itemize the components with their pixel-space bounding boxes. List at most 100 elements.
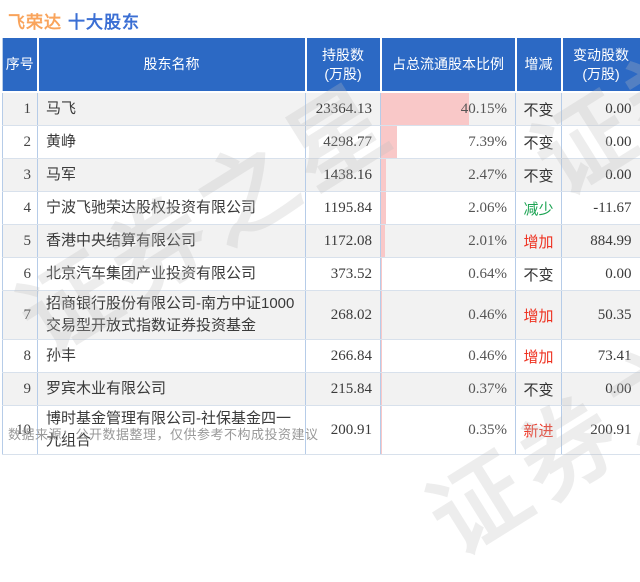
cell-change-shares: 884.99: [561, 224, 640, 258]
ratio-value: 0.46%: [468, 347, 507, 364]
cell-shares-held: 23364.13: [305, 92, 381, 126]
page-title: 飞荣达 十大股东: [8, 8, 140, 33]
cell-change-shares: 0.00: [561, 372, 640, 406]
cell-shareholder-name: 博时基金管理有限公司-社保基金四一九组合: [37, 405, 306, 455]
cell-shareholder-name: 马军: [37, 158, 306, 192]
page-title-suffix: 十大股东: [68, 13, 140, 32]
cell-change-direction: 不变: [515, 158, 562, 192]
cell-rank: 10: [2, 405, 38, 455]
table-row: 1 马飞 23364.13 40.15% 不变 0.00: [2, 92, 640, 126]
cell-shareholder-name: 香港中央结算有限公司: [37, 224, 306, 258]
table-row: 7 招商银行股份有限公司-南方中证1000交易型开放式指数证券投资基金 268.02…: [2, 290, 640, 340]
cell-change-shares: 0.00: [561, 92, 640, 126]
cell-rank: 3: [2, 158, 38, 192]
cell-shares-held: 215.84: [305, 372, 381, 406]
ratio-value: 0.46%: [468, 306, 507, 323]
table-row: 3 马军 1438.16 2.47% 不变 0.00: [2, 158, 640, 192]
table-row: 2 黄峥 4298.77 7.39% 不变 0.00: [2, 125, 640, 159]
cell-change-shares: -11.67: [561, 191, 640, 225]
ratio-bar: [381, 340, 382, 372]
shareholder-table: 序号 股东名称 持股数 (万股) 占总流通股本比例 增减 变动股数 (万股) 1 马飞…: [2, 38, 640, 455]
col-header-shares: 持股数 (万股): [305, 38, 382, 93]
cell-shares-held: 268.02: [305, 290, 381, 340]
shareholder-table-body: 1 马飞 23364.13 40.15% 不变 0.00 2 黄峥 4298.77 7.39% 不变…: [2, 92, 640, 455]
cell-change-shares: 0.00: [561, 158, 640, 192]
data-source-note: 数据来源：公开数据整理，仅供参考不构成投资建议: [8, 427, 319, 442]
cell-shares-held: 4298.77: [305, 125, 381, 159]
ratio-value: 2.47%: [468, 166, 507, 183]
ratio-bar: [381, 159, 386, 191]
cell-shareholder-name: 黄峥: [37, 125, 306, 159]
cell-change-shares: 200.91: [561, 405, 640, 455]
ratio-bar: [381, 291, 382, 339]
ratio-value: 0.37%: [468, 380, 507, 397]
cell-shares-held: 373.52: [305, 257, 381, 291]
cell-ratio: 0.46%: [380, 339, 516, 373]
cell-rank: 6: [2, 257, 38, 291]
ratio-value: 40.15%: [460, 100, 507, 117]
ratio-value: 2.06%: [468, 199, 507, 216]
col-header-name: 股东名称: [37, 38, 307, 93]
ratio-bar: [381, 406, 382, 454]
cell-rank: 7: [2, 290, 38, 340]
ratio-value: 2.01%: [468, 232, 507, 249]
cell-change-direction: 减少: [515, 191, 562, 225]
cell-change-direction: 不变: [515, 92, 562, 126]
cell-ratio: 7.39%: [380, 125, 516, 159]
cell-change-direction: 不变: [515, 372, 562, 406]
cell-shares-held: 1438.16: [305, 158, 381, 192]
cell-change-direction: 不变: [515, 257, 562, 291]
cell-ratio: 2.06%: [380, 191, 516, 225]
cell-change-shares: 0.00: [561, 125, 640, 159]
cell-shares-held: 266.84: [305, 339, 381, 373]
ratio-value: 0.64%: [468, 265, 507, 282]
cell-ratio: 0.37%: [380, 372, 516, 406]
cell-change-shares: 73.41: [561, 339, 640, 373]
cell-change-direction: 增加: [515, 290, 562, 340]
cell-rank: 9: [2, 372, 38, 406]
cell-ratio: 0.64%: [380, 257, 516, 291]
col-header-index: 序号: [2, 38, 39, 93]
cell-change-direction: 不变: [515, 125, 562, 159]
cell-rank: 5: [2, 224, 38, 258]
ratio-bar: [381, 192, 386, 224]
table-row: 8 孙丰 266.84 0.46% 增加 73.41: [2, 339, 640, 373]
cell-change-direction: 新进: [515, 405, 562, 455]
cell-change-direction: 增加: [515, 339, 562, 373]
table-row: 6 北京汽车集团产业投资有限公司 373.52 0.64% 不变 0.00: [2, 257, 640, 291]
ratio-bar: [381, 225, 385, 257]
cell-rank: 2: [2, 125, 38, 159]
cell-shareholder-name: 招商银行股份有限公司-南方中证1000交易型开放式指数证券投资基金: [37, 290, 306, 340]
cell-change-direction: 增加: [515, 224, 562, 258]
col-header-ratio: 占总流通股本比例: [380, 38, 517, 93]
cell-rank: 8: [2, 339, 38, 373]
cell-shareholder-name: 马飞: [37, 92, 306, 126]
ratio-bar: [381, 373, 382, 405]
cell-change-shares: 0.00: [561, 257, 640, 291]
cell-shareholder-name: 宁波飞驰荣达股权投资有限公司: [37, 191, 306, 225]
table-row: 4 宁波飞驰荣达股权投资有限公司 1195.84 2.06% 减少 -11.67: [2, 191, 640, 225]
stock-name: 飞荣达: [8, 13, 62, 32]
cell-ratio: 2.01%: [380, 224, 516, 258]
ratio-value: 0.35%: [468, 421, 507, 438]
table-row: 10 博时基金管理有限公司-社保基金四一九组合 200.91 0.35% 新进 200.9…: [2, 405, 640, 455]
table-row: 5 香港中央结算有限公司 1172.08 2.01% 增加 884.99: [2, 224, 640, 258]
cell-ratio: 40.15%: [380, 92, 516, 126]
table-row: 9 罗宾木业有限公司 215.84 0.37% 不变 0.00: [2, 372, 640, 406]
col-header-delta-line2: (万股): [582, 65, 620, 82]
col-header-shares-line2: (万股): [324, 65, 362, 82]
ratio-bar: [381, 126, 397, 158]
cell-shareholder-name: 北京汽车集团产业投资有限公司: [37, 257, 306, 291]
cell-shares-held: 1172.08: [305, 224, 381, 258]
table-header: 序号 股东名称 持股数 (万股) 占总流通股本比例 增减 变动股数 (万股): [2, 38, 640, 93]
ratio-value: 7.39%: [468, 133, 507, 150]
cell-ratio: 0.35%: [380, 405, 516, 455]
col-header-delta-line1: 变动股数: [573, 46, 629, 63]
col-header-delta: 变动股数 (万股): [561, 38, 640, 93]
cell-rank: 1: [2, 92, 38, 126]
col-header-shares-line1: 持股数: [322, 46, 364, 63]
cell-change-shares: 50.35: [561, 290, 640, 340]
col-header-change: 增减: [515, 38, 563, 93]
cell-shareholder-name: 孙丰: [37, 339, 306, 373]
cell-rank: 4: [2, 191, 38, 225]
